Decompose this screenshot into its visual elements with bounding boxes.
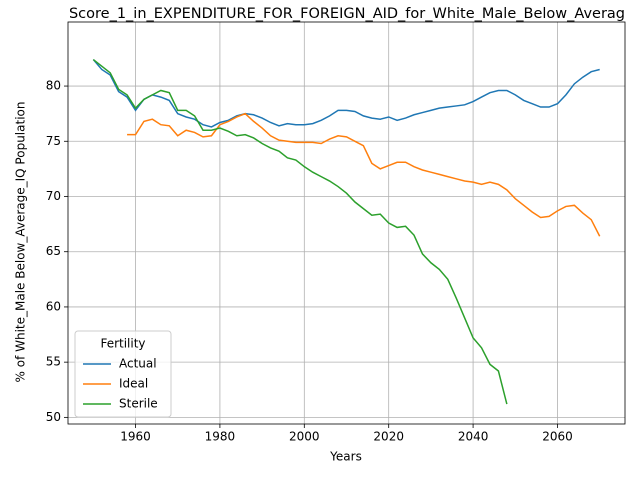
y-tick-label: 75	[46, 134, 61, 148]
line-series	[127, 112, 601, 237]
y-tick-label: 65	[46, 244, 61, 258]
x-tick-label: 2020	[373, 430, 404, 444]
x-tick-label: 2060	[542, 430, 573, 444]
line-series	[92, 59, 600, 128]
x-tick-label: 1960	[120, 430, 151, 444]
legend-label: Sterile	[119, 397, 158, 411]
y-tick-label: 55	[46, 355, 61, 369]
y-tick-label: 50	[46, 410, 61, 424]
y-axis-label: % of White_Male Below_Average_IQ Populat…	[14, 102, 28, 383]
x-tick-label: 1980	[205, 430, 236, 444]
x-tick-label: 2000	[289, 430, 320, 444]
x-tick-label: 2040	[458, 430, 489, 444]
x-axis-label: Years	[329, 450, 362, 464]
y-tick-label: 70	[46, 189, 61, 203]
y-tick-label: 80	[46, 79, 61, 93]
legend-title: Fertility	[100, 337, 145, 351]
plot-frame	[67, 21, 626, 425]
line-series	[92, 58, 508, 405]
legend-box	[74, 330, 172, 418]
legend-label: Actual	[119, 357, 157, 371]
legend-label: Ideal	[119, 377, 148, 391]
y-tick-label: 60	[46, 299, 61, 313]
chart-title: Score_1_in_EXPENDITURE_FOR_FOREIGN_AID_f…	[69, 6, 625, 22]
